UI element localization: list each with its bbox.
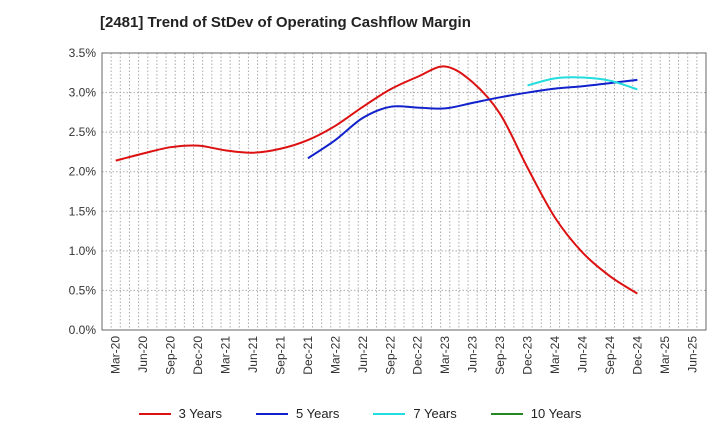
y-tick-label: 0.5% bbox=[69, 283, 97, 297]
x-tick-label: Dec-24 bbox=[630, 336, 644, 375]
x-tick-label: Jun-24 bbox=[575, 336, 589, 373]
x-tick-label: Dec-23 bbox=[521, 336, 535, 375]
plot-frame bbox=[101, 52, 707, 331]
chart-title: [2481] Trend of StDev of Operating Cashf… bbox=[100, 14, 471, 31]
y-tick-label: 0.0% bbox=[69, 323, 97, 337]
x-tick-label: Mar-21 bbox=[219, 336, 233, 374]
x-tick-label: Sep-24 bbox=[603, 336, 617, 375]
legend-label: 7 Years bbox=[413, 406, 457, 421]
x-tick-label: Jun-21 bbox=[246, 336, 260, 373]
x-tick-label: Dec-21 bbox=[301, 336, 315, 375]
legend-swatch bbox=[373, 412, 406, 415]
y-tick-label: 3.5% bbox=[69, 46, 97, 60]
series-line-7-years bbox=[527, 76, 638, 91]
x-tick-label: Jun-20 bbox=[136, 336, 150, 373]
series-layer bbox=[115, 65, 638, 295]
x-tick-label: Dec-22 bbox=[411, 336, 425, 375]
legend: 3 Years 5 Years 7 Years 10 Years bbox=[0, 406, 720, 421]
y-tick-label: 1.5% bbox=[69, 204, 97, 218]
legend-item: 10 Years bbox=[490, 406, 582, 421]
legend-swatch bbox=[138, 412, 171, 415]
x-tick-label: Dec-20 bbox=[191, 336, 205, 375]
series-line-5-years bbox=[307, 78, 638, 160]
legend-item: 5 Years bbox=[256, 406, 339, 421]
x-tick-label: Sep-21 bbox=[273, 336, 287, 375]
x-axis: Mar-20 Jun-20 Sep-20 Dec-20 Mar-21 Jun-21 Sep-… bbox=[109, 336, 700, 375]
x-tick-label: Jun-22 bbox=[356, 336, 370, 373]
series-line-3-years bbox=[115, 65, 638, 295]
x-tick-label: Sep-20 bbox=[164, 336, 178, 375]
y-tick-label: 1.0% bbox=[69, 244, 97, 258]
legend-item: 3 Years bbox=[138, 406, 222, 421]
x-tick-label: Mar-24 bbox=[548, 336, 562, 374]
x-tick-label: Mar-20 bbox=[109, 336, 123, 374]
grid-layer bbox=[102, 52, 706, 331]
x-tick-label: Mar-23 bbox=[438, 336, 452, 374]
x-tick-label: Sep-23 bbox=[493, 336, 507, 375]
x-tick-label: Jun-25 bbox=[685, 336, 699, 373]
x-tick-label: Jun-23 bbox=[466, 336, 480, 373]
legend-label: 3 Years bbox=[178, 406, 222, 421]
y-tick-label: 2.0% bbox=[69, 165, 97, 179]
y-axis: 0.0% 0.5% 1.0% 1.5% 2.0% 2.5% 3.0% 3.5% bbox=[69, 46, 97, 337]
legend-swatch bbox=[490, 412, 523, 415]
legend-label: 10 Years bbox=[530, 406, 582, 421]
y-tick-label: 3.0% bbox=[69, 86, 97, 100]
legend-swatch bbox=[256, 412, 288, 415]
x-tick-label: Mar-25 bbox=[658, 336, 672, 374]
legend-label: 5 Years bbox=[296, 406, 340, 421]
x-tick-label: Sep-22 bbox=[383, 336, 397, 375]
x-tick-label: Mar-22 bbox=[328, 336, 342, 374]
y-tick-label: 2.5% bbox=[69, 125, 97, 139]
legend-item: 7 Years bbox=[373, 406, 457, 421]
